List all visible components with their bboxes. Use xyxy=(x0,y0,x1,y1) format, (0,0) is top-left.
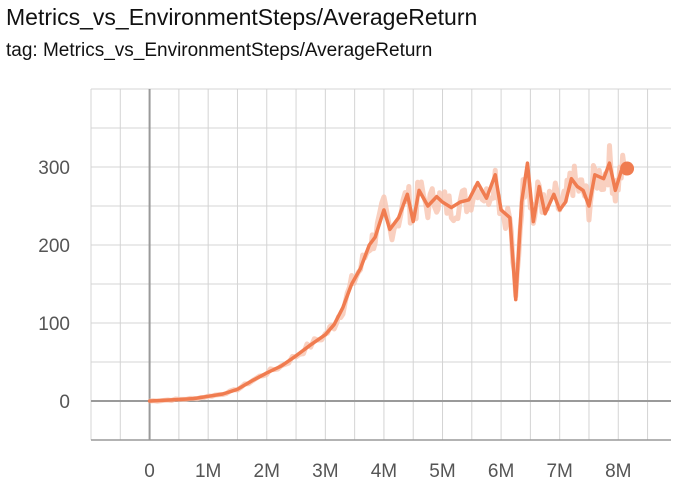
smoothed-series xyxy=(147,161,635,403)
x-tick-label: 1M xyxy=(195,461,221,482)
x-tick-label: 0 xyxy=(144,461,155,482)
x-tick-label: 6M xyxy=(488,461,514,482)
x-tick-label: 8M xyxy=(605,461,631,482)
y-tick-label: 0 xyxy=(59,392,70,413)
last-point-marker xyxy=(620,161,635,176)
tick-labels: 0 1M 2M 3M 4M 5M 6M 7M 8M 0 100 200 300 xyxy=(38,158,631,482)
x-tick-label: 3M xyxy=(312,461,338,482)
x-tick-label: 5M xyxy=(429,461,455,482)
y-tick-label: 100 xyxy=(38,314,70,335)
raw-series xyxy=(149,143,630,404)
y-tick-label: 200 xyxy=(38,236,70,257)
smoothed-series-line xyxy=(147,161,629,403)
x-tick-label: 4M xyxy=(371,461,397,482)
chart-tag: tag: Metrics_vs_EnvironmentSteps/Average… xyxy=(6,40,433,61)
grid-lines xyxy=(90,88,671,441)
raw-series-line xyxy=(149,143,630,404)
chart-title: Metrics_vs_EnvironmentSteps/AverageRetur… xyxy=(6,4,478,30)
axes xyxy=(91,89,671,441)
x-tick-label: 7M xyxy=(546,461,572,482)
y-tick-label: 300 xyxy=(38,158,70,179)
x-tick-label: 2M xyxy=(254,461,280,482)
